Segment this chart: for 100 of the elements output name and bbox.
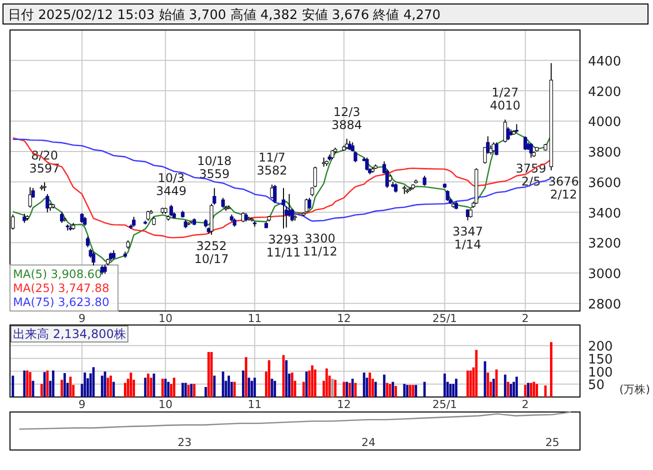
bar: [362, 372, 366, 397]
bar: [408, 384, 412, 397]
annotation: 出来高 2,134,800株: [13, 327, 126, 341]
y-tick-label: 3600: [588, 176, 622, 191]
bar: [532, 382, 536, 397]
bar: [106, 378, 110, 397]
bar: [290, 372, 294, 397]
bar: [124, 382, 126, 397]
x-tick-label: 11: [248, 398, 262, 411]
bar: [285, 360, 288, 397]
bar: [248, 378, 250, 397]
y-tick-label: 3400: [588, 206, 622, 222]
x-tick-label: 25/1: [432, 398, 458, 411]
bar: [244, 357, 248, 397]
bar: [250, 380, 254, 397]
bar: [84, 372, 86, 397]
annotation: 3252 10/17: [194, 238, 229, 266]
bar: [213, 376, 216, 397]
bar: [325, 368, 328, 397]
bar: [23, 370, 26, 397]
bar: [253, 378, 256, 397]
x-tick-label: 9: [78, 398, 86, 411]
annotation: 3676 2/12: [548, 174, 579, 202]
y-tick-label: 3000: [588, 267, 622, 282]
bar: [530, 382, 532, 397]
y-tick-label: 200: [588, 340, 613, 355]
bar: [550, 342, 552, 397]
bar: [492, 378, 495, 397]
x-tick-label: 12: [336, 398, 351, 411]
bar: [331, 378, 334, 397]
bar: [52, 370, 54, 397]
bar: [383, 374, 386, 397]
annotation: 11/7 3582: [256, 150, 288, 178]
bar: [190, 384, 193, 397]
bar: [110, 376, 112, 397]
bar: [167, 382, 170, 397]
x-tick-label: 2: [522, 398, 529, 411]
bar: [386, 382, 388, 397]
bar: [161, 378, 164, 397]
bar: [466, 370, 469, 397]
x-tick-label: 10: [158, 312, 172, 325]
y-tick-label: 2800: [588, 297, 622, 312]
bar: [63, 373, 66, 397]
bar: [193, 384, 196, 397]
bar: [374, 382, 377, 397]
bar: [394, 386, 397, 397]
bar: [182, 382, 184, 397]
y-tick-label: 4200: [588, 84, 622, 100]
y-axis-title: (万株): [619, 383, 650, 396]
bar: [475, 350, 478, 397]
bar: [443, 374, 446, 397]
bar: [268, 360, 270, 397]
bar: [311, 365, 314, 397]
bar: [228, 376, 230, 397]
bar: [184, 382, 187, 397]
bar: [12, 376, 14, 397]
bar: [455, 378, 458, 397]
bar: [302, 382, 305, 397]
chart-title: 日付 2025/02/12 15:03 始値 3,700 高値 4,382 安値 3,676 終値 4,270: [8, 7, 441, 23]
x-tick-label: 11: [248, 312, 262, 325]
bar: [112, 382, 115, 397]
y-tick-label: 100: [588, 365, 613, 380]
bar: [152, 374, 156, 397]
x-tick-label: 2: [522, 312, 529, 325]
bar: [526, 382, 530, 397]
bar: [26, 370, 28, 397]
bar: [536, 384, 538, 397]
bar: [342, 382, 346, 397]
x-tick-label: 9: [78, 312, 86, 325]
bar: [130, 372, 132, 397]
bar: [207, 352, 210, 397]
x-tick-label: 25: [545, 436, 560, 449]
bar: [510, 384, 512, 397]
bar: [60, 380, 64, 397]
bar: [100, 376, 104, 397]
bar: [469, 370, 472, 397]
bar: [314, 369, 316, 397]
bar: [368, 372, 372, 397]
bar: [146, 374, 150, 397]
y-tick-label: 3800: [588, 146, 622, 161]
x-tick-label: 25/1: [432, 312, 458, 325]
bar: [28, 372, 32, 397]
bar: [392, 382, 394, 397]
annotation: 10/18 3559: [197, 154, 232, 182]
bar: [524, 384, 527, 397]
bar: [150, 378, 152, 397]
y-tick-label: 150: [588, 352, 613, 368]
legend: MA(5) 3,908.60 MA(25) 3,747.88 MA(75) 3,623.80: [10, 264, 118, 312]
bar: [406, 384, 408, 397]
bar: [346, 382, 348, 397]
annotation: 1/27 4010: [490, 86, 520, 113]
bar: [504, 374, 506, 397]
series-label: MA(5) 3,908.60: [13, 267, 102, 281]
bar: [351, 378, 354, 397]
y-tick-label: 4400: [588, 54, 622, 70]
bar: [486, 372, 490, 397]
bar: [144, 378, 147, 397]
x-tick-label: 23: [178, 436, 192, 449]
annotation: 3347 1/14: [452, 224, 483, 252]
bar: [414, 384, 418, 397]
